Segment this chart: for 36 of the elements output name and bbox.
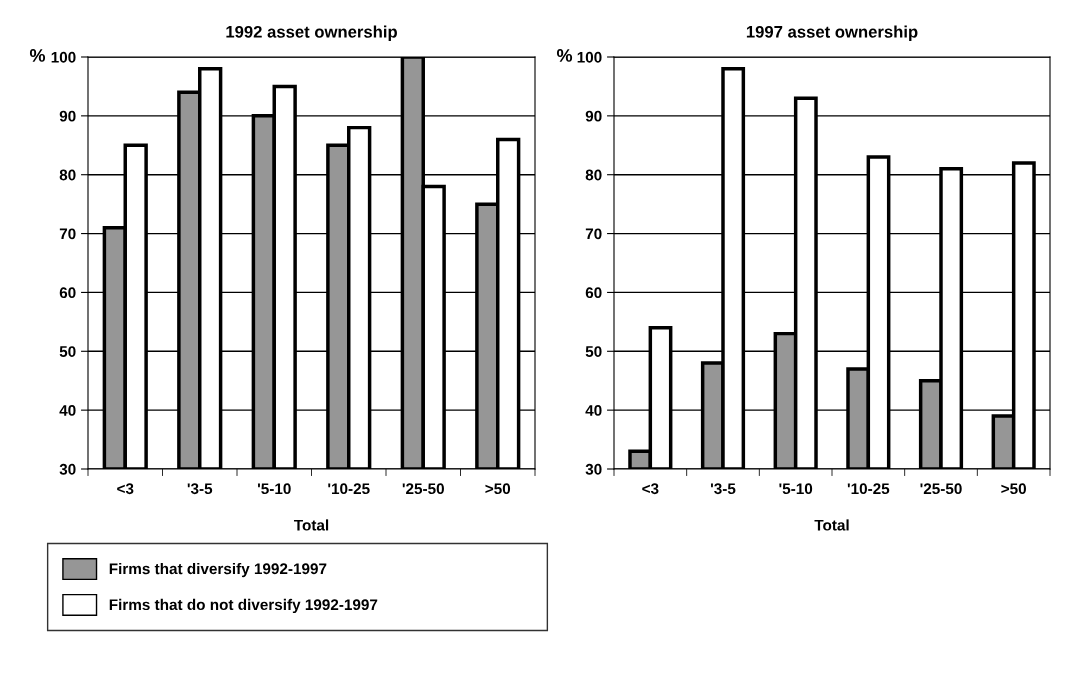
y-tick-label: 30 bbox=[585, 463, 602, 475]
x-tick-label: '10-25 bbox=[328, 483, 370, 495]
chart-title: 1992 asset ownership bbox=[226, 25, 397, 42]
x-tick-label: '25-50 bbox=[920, 483, 962, 495]
y-tick-label: 70 bbox=[59, 228, 76, 240]
y-tick-label: 70 bbox=[585, 228, 602, 240]
x-tick-label: <3 bbox=[117, 483, 134, 495]
y-tick-label: 50 bbox=[585, 346, 602, 357]
x-tick-label: '5-10 bbox=[257, 483, 291, 495]
x-tick-label: >50 bbox=[485, 483, 511, 495]
x-tick-label: '10-25 bbox=[847, 483, 890, 495]
x-tick-label: '25-50 bbox=[402, 483, 444, 495]
x-tick-label: <3 bbox=[642, 483, 659, 495]
y-tick-label: 60 bbox=[585, 287, 602, 299]
y-axis-title: % bbox=[556, 49, 573, 62]
y-tick-label: 40 bbox=[585, 405, 602, 416]
y-tick-label: 50 bbox=[59, 346, 76, 357]
y-axis-title: % bbox=[29, 49, 46, 62]
y-tick-label: 40 bbox=[59, 405, 76, 416]
legend-label: Firms that diversify 1992-1997 bbox=[109, 562, 327, 578]
x-tick-label: '5-10 bbox=[779, 483, 813, 495]
legend-label: Firms that do not diversify 1992-1997 bbox=[109, 598, 378, 614]
x-axis-title: Total bbox=[814, 519, 849, 531]
x-axis-title: Total bbox=[293, 519, 329, 531]
y-tick-label: 100 bbox=[577, 51, 602, 63]
y-tick-label: 60 bbox=[59, 287, 76, 299]
x-tick-label: '3-5 bbox=[187, 483, 213, 495]
x-tick-label: >50 bbox=[1001, 483, 1026, 495]
y-tick-label: 90 bbox=[585, 110, 602, 122]
y-tick-label: 80 bbox=[585, 169, 602, 181]
y-tick-label: 30 bbox=[59, 463, 76, 475]
y-tick-label: 100 bbox=[51, 51, 76, 63]
x-tick-label: '3-5 bbox=[710, 483, 736, 495]
y-tick-label: 90 bbox=[59, 110, 76, 122]
chart-title: 1997 asset ownership bbox=[746, 25, 918, 42]
y-tick-label: 80 bbox=[59, 169, 76, 181]
